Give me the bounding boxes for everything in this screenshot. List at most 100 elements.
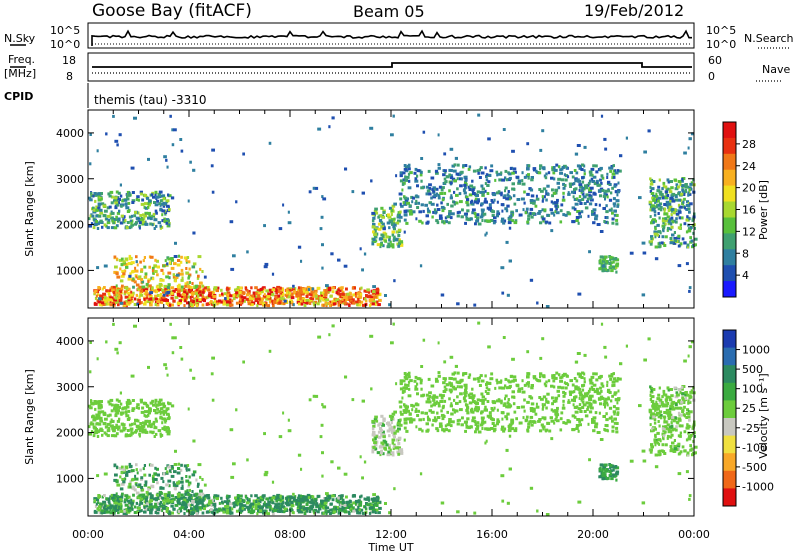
power-cell	[431, 215, 434, 219]
power-cell	[588, 193, 591, 197]
power-cell	[374, 303, 377, 306]
power-cell	[137, 277, 141, 280]
velocity-cell	[177, 467, 181, 470]
velocity-cell	[186, 509, 190, 513]
power-cell	[629, 251, 634, 255]
velocity-cell	[355, 502, 358, 506]
freq-tick-bottom: 8	[66, 70, 73, 83]
power-cell	[310, 297, 315, 300]
power-cell	[170, 290, 174, 294]
velocity-cell	[535, 377, 538, 381]
velocity-cell	[335, 506, 338, 510]
power-cell	[602, 269, 606, 273]
power-cell	[428, 192, 432, 196]
power-cell	[281, 288, 284, 292]
velocity-cell	[378, 427, 383, 430]
velocity-cell	[117, 511, 120, 515]
power-cell	[163, 284, 168, 288]
velocity-cell	[437, 374, 441, 378]
power-cell	[331, 286, 335, 290]
velocity-cell	[162, 472, 166, 476]
power-cell	[114, 293, 119, 297]
power-cell	[615, 218, 619, 222]
velocity-cell	[199, 475, 202, 479]
power-cell	[490, 164, 494, 168]
velocity-cell	[103, 431, 107, 435]
power-cell	[688, 188, 691, 192]
velocity-cell	[153, 435, 156, 438]
power-cell	[663, 203, 667, 206]
velocity-cell	[471, 419, 475, 423]
power-cell	[388, 303, 391, 307]
power-cell	[541, 217, 546, 221]
power-cell	[600, 174, 604, 178]
power-cell	[343, 301, 347, 305]
power-cell	[107, 292, 111, 296]
power-cell	[527, 176, 530, 180]
power-cell	[114, 139, 119, 143]
velocity-cell	[390, 451, 395, 455]
power-cell	[481, 191, 485, 194]
power-cell	[605, 204, 608, 208]
power-cell	[307, 288, 310, 292]
velocity-cell	[577, 407, 582, 411]
power-cell	[671, 192, 676, 196]
velocity-cell	[127, 509, 132, 513]
velocity-cell	[416, 377, 421, 381]
velocity-cell	[140, 426, 144, 430]
velocity-cell	[403, 426, 407, 430]
velocity-cell	[302, 497, 305, 501]
power-cell	[677, 180, 682, 183]
velocity-cell	[428, 391, 432, 395]
power-cell	[111, 302, 116, 306]
power-cell	[331, 116, 335, 120]
power-cell	[668, 203, 672, 206]
power-cell	[305, 290, 309, 294]
power-cell	[360, 300, 364, 304]
power-cell	[305, 301, 309, 305]
velocity-cell	[339, 494, 343, 498]
velocity-cell	[302, 495, 306, 499]
power-cell	[456, 302, 460, 306]
power-cell	[161, 209, 166, 213]
power-cell	[542, 187, 547, 191]
power-cell	[138, 301, 142, 305]
velocity-cell	[188, 475, 191, 479]
power-cell	[201, 290, 205, 294]
power-cell	[384, 294, 387, 297]
velocity-cell	[301, 499, 305, 503]
velocity-cell	[388, 414, 393, 418]
velocity-cell	[487, 388, 491, 392]
power-cell	[674, 187, 679, 191]
velocity-cell	[484, 405, 487, 409]
velocity-cell	[596, 391, 600, 395]
power-cell	[686, 200, 690, 204]
power-cell	[329, 300, 333, 304]
velocity-cell	[559, 376, 563, 380]
velocity-cell	[550, 384, 554, 388]
velocity-cell	[125, 473, 129, 477]
power-cell	[577, 292, 582, 296]
power-cell	[235, 301, 239, 305]
velocity-cell	[538, 418, 542, 421]
power-cell	[397, 244, 401, 248]
velocity-cell	[537, 379, 542, 383]
velocity-cell	[155, 419, 158, 423]
power-cell	[405, 209, 409, 213]
power-cell	[599, 194, 603, 198]
power-cell	[559, 220, 563, 224]
power-cell	[531, 212, 536, 216]
power-cell	[222, 302, 226, 306]
velocity-cell	[370, 506, 374, 510]
power-cell	[440, 188, 444, 192]
velocity-cell	[518, 421, 521, 425]
velocity-cell	[163, 428, 168, 432]
velocity-cell	[117, 425, 121, 429]
velocity-cell	[125, 414, 130, 418]
velocity-cell	[466, 411, 470, 415]
power-cell	[509, 167, 513, 170]
power-cell	[166, 290, 171, 294]
power-cell	[466, 203, 470, 207]
power-cell	[428, 183, 432, 187]
power-cell	[448, 210, 452, 213]
